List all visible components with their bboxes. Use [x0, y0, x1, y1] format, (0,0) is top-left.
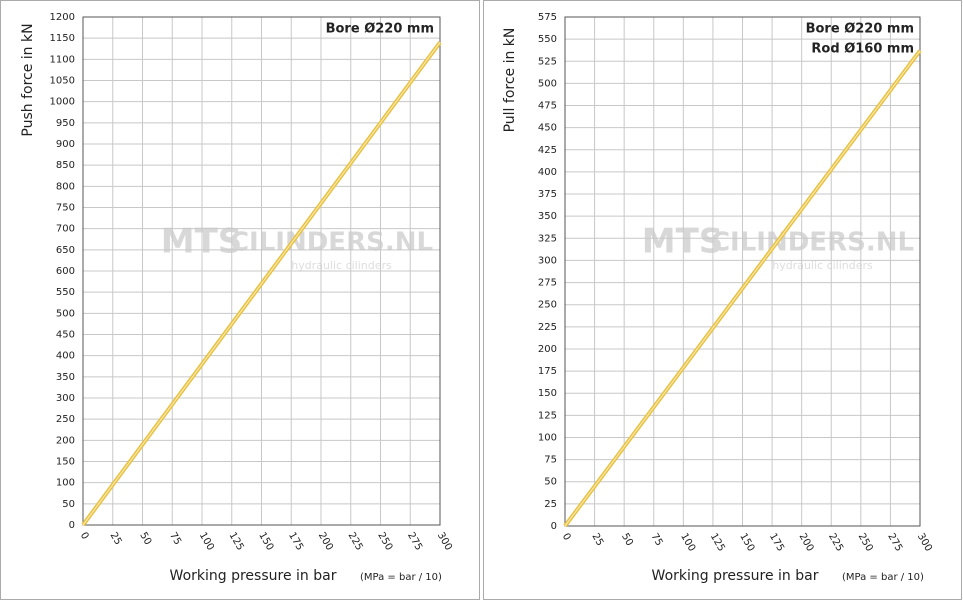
plot-frame [564, 16, 921, 527]
y-tick-label: 900 [56, 139, 75, 150]
x-tick-label: 0 [560, 532, 573, 543]
y-tick-label: 525 [538, 56, 557, 67]
plot-frame [82, 16, 441, 526]
y-tick-label: 175 [538, 366, 557, 377]
watermark: hydraulic cilinders [291, 259, 392, 272]
y-tick-label: 1150 [50, 33, 75, 44]
y-axis-label: Pull force in kN [502, 28, 518, 133]
y-tick-label: 225 [538, 322, 557, 333]
x-tick-label: 0 [78, 531, 91, 542]
y-tick-label: 475 [538, 101, 557, 112]
watermark: MTS [642, 222, 724, 262]
y-tick-label: 375 [538, 189, 557, 200]
x-axis-note: (MPa = bar / 10) [842, 572, 924, 583]
y-tick-label: 50 [544, 477, 557, 488]
y-tick-label: 325 [538, 233, 557, 244]
y-tick-label: 1100 [50, 54, 75, 65]
x-axis-label: Working pressure in bar [170, 568, 337, 584]
y-tick-label: 400 [538, 167, 557, 178]
y-tick-label: 1200 [50, 12, 75, 23]
y-tick-label: 25 [544, 499, 557, 510]
y-tick-label: 150 [56, 457, 75, 468]
y-tick-label: 300 [56, 393, 75, 404]
y-tick-label: 450 [538, 123, 557, 134]
y-tick-label: 400 [56, 351, 75, 362]
panel [0, 0, 480, 600]
line-highlight [564, 50, 921, 527]
y-tick-label: 450 [56, 330, 75, 341]
y-tick-label: 50 [62, 499, 75, 510]
x-axis-note: (MPa = bar / 10) [360, 572, 442, 583]
y-tick-label: 500 [56, 308, 75, 319]
line-highlight [82, 42, 441, 526]
y-tick-label: 650 [56, 245, 75, 256]
y-tick-label: 100 [538, 432, 557, 443]
y-tick-label: 300 [538, 255, 557, 266]
y-tick-label: 500 [538, 78, 557, 89]
y-tick-label: 425 [538, 145, 557, 156]
y-tick-label: 850 [56, 160, 75, 171]
watermark: hydraulic cilinders [772, 259, 873, 272]
y-tick-label: 575 [538, 12, 557, 23]
y-tick-label: 275 [538, 278, 557, 289]
y-tick-label: 1000 [50, 97, 75, 108]
y-tick-label: 250 [56, 414, 75, 425]
y-tick-label: 350 [538, 211, 557, 222]
y-tick-label: 550 [538, 34, 557, 45]
y-tick-label: 0 [551, 521, 557, 532]
y-tick-label: 600 [56, 266, 75, 277]
y-tick-label: 550 [56, 287, 75, 298]
x-axis-label: Working pressure in bar [652, 568, 819, 584]
y-tick-label: 800 [56, 181, 75, 192]
y-tick-label: 950 [56, 118, 75, 129]
y-tick-label: 250 [538, 300, 557, 311]
annotation: Rod Ø160 mm [811, 42, 914, 57]
y-axis-label: Push force in kN [20, 23, 36, 136]
y-tick-label: 150 [538, 388, 557, 399]
annotation: Bore Ø220 mm [326, 22, 434, 37]
y-tick-label: 750 [56, 203, 75, 214]
watermark: CILINDERS.NL [711, 228, 914, 258]
y-tick-label: 0 [69, 520, 75, 531]
annotation: Bore Ø220 mm [806, 22, 914, 37]
watermark: CILINDERS.NL [230, 228, 433, 258]
y-tick-label: 200 [56, 435, 75, 446]
y-tick-label: 700 [56, 224, 75, 235]
y-tick-label: 100 [56, 478, 75, 489]
y-tick-label: 125 [538, 410, 557, 421]
y-tick-label: 1050 [50, 76, 75, 87]
y-tick-label: 200 [538, 344, 557, 355]
y-tick-label: 350 [56, 372, 75, 383]
y-tick-label: 75 [544, 455, 557, 466]
